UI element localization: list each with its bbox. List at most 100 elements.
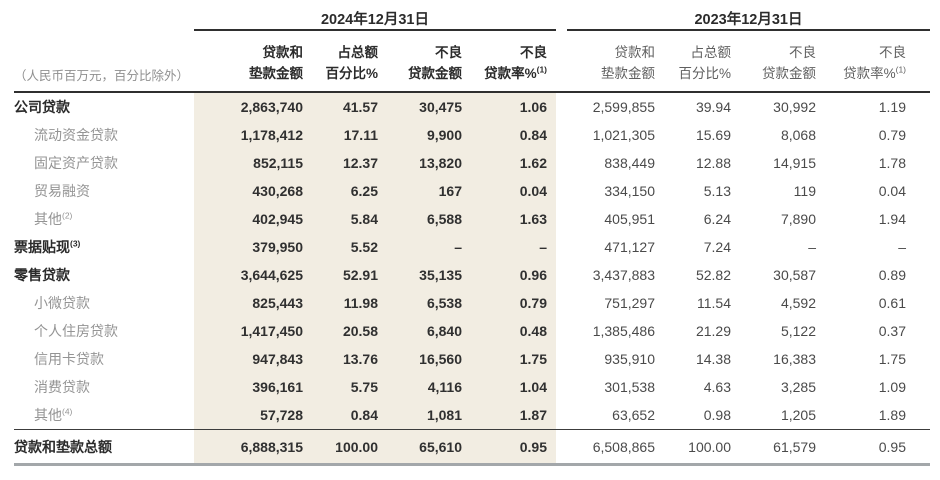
value-cell-2024: 825,443 — [252, 295, 303, 311]
value-cell-2023: 39.94 — [695, 99, 731, 115]
value-cell-2023: 1,021,305 — [592, 127, 655, 143]
column-header: 不良 贷款金额 — [408, 45, 462, 81]
period-header-2023: 2023年12月31日 — [567, 8, 930, 31]
value-cell-2024: 396,161 — [252, 379, 303, 395]
value-cell-2023: 4,592 — [780, 295, 816, 311]
row-values-2023: 63,652 0.98 1,205 1.89 — [567, 401, 930, 429]
value-cell-2023: 7.24 — [703, 239, 731, 255]
value-cell-2024: 1.75 — [519, 351, 547, 367]
value-cell-2023: 334,150 — [604, 183, 655, 199]
row-values-2023: 2,599,855 39.94 30,992 1.19 — [567, 93, 930, 121]
row-label: 个人住房贷款 — [34, 323, 118, 339]
value-cell-2023: 751,297 — [604, 295, 655, 311]
unit-note: （人民币百万元，百分比除外） — [14, 69, 190, 83]
value-cell-2024: 1,178,412 — [240, 127, 303, 143]
value-cell-2024: 947,843 — [252, 351, 303, 367]
column-header: 贷款和 垫款金额 — [601, 45, 655, 81]
row-label: 票据贴现(3) — [14, 238, 81, 255]
value-cell-2024: 6,840 — [426, 323, 462, 339]
value-cell-2024: 6,888,315 — [240, 438, 303, 455]
value-cell-2024: 0.84 — [519, 127, 547, 143]
table-row: 零售贷款 3,644,625 52.91 35,135 0.96 3,437,883 5… — [14, 261, 930, 289]
row-values-2023: 6,508,865 100.00 61,579 0.95 — [567, 430, 930, 463]
value-cell-2023: 15.69 — [695, 127, 731, 143]
value-cell-2024: 167 — [438, 183, 462, 199]
value-cell-2023: 11.54 — [697, 295, 731, 311]
table-row: 流动资金贷款 1,178,412 17.11 9,900 0.84 1,021,305… — [14, 121, 930, 149]
period-header-2024: 2024年12月31日 — [194, 8, 556, 31]
row-label: 消费贷款 — [34, 379, 90, 395]
value-cell-2024: 1,417,450 — [240, 323, 303, 339]
value-cell-2024: 0.95 — [519, 438, 547, 455]
value-cell-2023: 1,205 — [780, 407, 816, 423]
value-cell-2024: 30,475 — [419, 99, 462, 115]
row-values-2024: 2,863,740 41.57 30,475 1.06 — [194, 93, 556, 121]
row-values-2023: 301,538 4.63 3,285 1.09 — [567, 373, 930, 401]
value-cell-2024: – — [539, 239, 547, 255]
value-cell-2024: 0.79 — [519, 295, 547, 311]
value-cell-2024: 6,538 — [426, 295, 462, 311]
row-label: 零售贷款 — [14, 267, 70, 283]
row-values-2024: 825,443 11.98 6,538 0.79 — [194, 289, 556, 317]
row-values-2024: 852,115 12.37 13,820 1.62 — [194, 149, 556, 177]
value-cell-2023: 5.13 — [703, 183, 731, 199]
table-row: 贷款和垫款总额 6,888,315 100.00 65,610 0.95 6,508,… — [14, 429, 930, 463]
row-values-2023: 3,437,883 52.82 30,587 0.89 — [567, 261, 930, 289]
value-cell-2023: 100.00 — [688, 438, 731, 455]
column-header: 不良 贷款率%(1) — [843, 45, 906, 81]
column-header-row: （人民币百万元，百分比除外） 贷款和 垫款金额 占总额 百分比% 不良 贷款金额 不良 贷款率… — [14, 36, 930, 93]
value-cell-2023: 0.89 — [878, 267, 906, 283]
table-row: 小微贷款 825,443 11.98 6,538 0.79 751,297 11.54 4… — [14, 289, 930, 317]
value-cell-2023: 0.98 — [703, 407, 731, 423]
column-header: 贷款和 垫款金额 — [249, 45, 303, 81]
table-row: 固定资产贷款 852,115 12.37 13,820 1.62 838,449 12.… — [14, 149, 930, 177]
value-cell-2023: 8,068 — [780, 127, 816, 143]
value-cell-2024: 13.76 — [342, 351, 378, 367]
value-cell-2023: 1.09 — [878, 379, 906, 395]
value-cell-2024: 4,116 — [427, 379, 462, 395]
value-cell-2023: 5,122 — [780, 323, 816, 339]
value-cell-2024: 3,644,625 — [240, 267, 303, 283]
row-label: 贸易融资 — [34, 183, 90, 199]
value-cell-2024: 5.84 — [350, 211, 378, 227]
row-values-2024: 402,945 5.84 6,588 1.63 — [194, 205, 556, 233]
value-cell-2023: – — [898, 239, 906, 255]
row-values-2024: 57,728 0.84 1,081 1.87 — [194, 401, 556, 429]
row-values-2024: 3,644,625 52.91 35,135 0.96 — [194, 261, 556, 289]
value-cell-2023: 16,383 — [773, 351, 816, 367]
value-cell-2023: 119 — [793, 183, 816, 199]
row-values-2023: 405,951 6.24 7,890 1.94 — [567, 205, 930, 233]
row-label: 固定资产贷款 — [34, 155, 118, 171]
value-cell-2024: 2,863,740 — [240, 99, 303, 115]
value-cell-2023: 405,951 — [604, 211, 655, 227]
table-row: 贸易融资 430,268 6.25 167 0.04 334,150 5.13 119 0.… — [14, 177, 930, 205]
value-cell-2023: 1.78 — [878, 155, 906, 171]
value-cell-2023: 471,127 — [604, 239, 655, 255]
row-values-2024: 430,268 6.25 167 0.04 — [194, 177, 556, 205]
row-values-2024: 947,843 13.76 16,560 1.75 — [194, 345, 556, 373]
value-cell-2024: 17.11 — [343, 127, 378, 143]
value-cell-2024: 16,560 — [419, 351, 462, 367]
value-cell-2024: 1.62 — [519, 155, 547, 171]
value-cell-2023: 21.29 — [695, 323, 731, 339]
row-values-2023: 471,127 7.24 – – — [567, 233, 930, 261]
row-label: 流动资金贷款 — [34, 127, 118, 143]
value-cell-2024: 0.04 — [519, 183, 547, 199]
table-row: 消费贷款 396,161 5.75 4,116 1.04 301,538 4.63 3,2… — [14, 373, 930, 401]
table-body: 公司贷款 2,863,740 41.57 30,475 1.06 2,599,855 3… — [14, 93, 930, 466]
value-cell-2024: 379,950 — [252, 239, 303, 255]
column-headers-2024: 贷款和 垫款金额 占总额 百分比% 不良 贷款金额 不良 贷款率%(1) — [194, 42, 556, 91]
value-cell-2023: 52.82 — [695, 267, 731, 283]
value-cell-2024: 5.75 — [350, 379, 378, 395]
value-cell-2023: 935,910 — [604, 351, 655, 367]
value-cell-2024: 41.57 — [342, 99, 378, 115]
table-row: 信用卡贷款 947,843 13.76 16,560 1.75 935,910 14.3… — [14, 345, 930, 373]
value-cell-2023: 30,587 — [773, 267, 816, 283]
value-cell-2024: 6.25 — [350, 183, 378, 199]
column-header: 不良 贷款率%(1) — [484, 45, 547, 81]
value-cell-2023: 1,385,486 — [592, 323, 655, 339]
value-cell-2023: 1.89 — [878, 407, 906, 423]
column-header: 占总额 百分比% — [678, 45, 731, 81]
value-cell-2023: 63,652 — [612, 407, 655, 423]
